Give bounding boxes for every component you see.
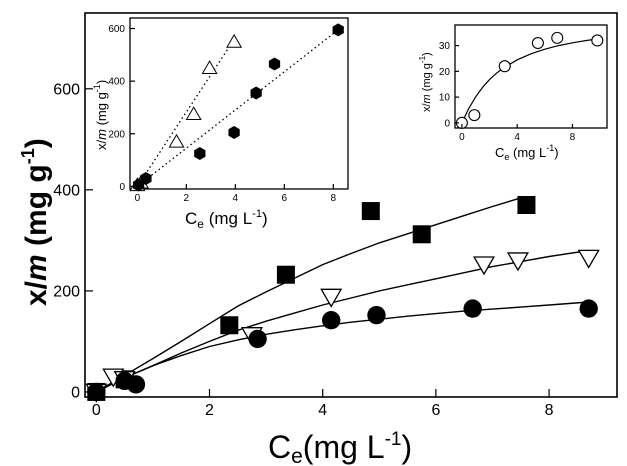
inset-left-y-tick-label: 200 <box>108 129 125 140</box>
main-y-tick-label: 400 <box>53 183 80 200</box>
main-marker-s3-4 <box>248 329 267 349</box>
inset-right-axis-ticks: 0 4 8 0 10 20 30 <box>439 41 576 143</box>
inset-right-marker-s1-6 <box>591 34 604 47</box>
inset-right-frame <box>454 24 608 129</box>
inset-left-y-axis-label: x/m (mg g-1) <box>92 80 109 150</box>
inset-right-x-axis-label: Ce (mg L-1) <box>495 143 559 162</box>
inset-right-data-markers <box>455 31 604 129</box>
main-marker-s1-3 <box>220 316 239 335</box>
main-fit-line-2 <box>95 249 589 393</box>
inset-left-marker-s1-4 <box>185 106 202 121</box>
inset-right-plot: 0 4 8 0 10 20 30 Ce (mg L-1) x/m (mg g-1) <box>418 24 608 162</box>
main-y-tick-label: 0 <box>71 385 80 402</box>
main-marker-s1-7 <box>517 196 536 214</box>
main-x-tick-label: 2 <box>205 402 214 419</box>
inset-left-marker-s2-3 <box>194 146 206 160</box>
inset-left-axis-ticks: 0 2 4 6 8 0 200 400 600 <box>108 24 336 204</box>
main-y-tick-label: 200 <box>53 284 80 301</box>
inset-left-marker-s2-6 <box>268 57 281 71</box>
inset-right-marker-s1-5 <box>551 31 564 44</box>
main-x-tick-label: 4 <box>318 402 327 419</box>
inset-left-fit-lines <box>136 29 339 187</box>
inset-left-marker-s1-3 <box>168 133 185 148</box>
inset-right-x-tick-label: 8 <box>570 132 576 143</box>
inset-right-y-tick-label: 0 <box>444 118 450 129</box>
main-y-tick-label: 600 <box>53 82 80 99</box>
main-x-axis-label: Ce(mg L-1) <box>268 429 412 466</box>
main-x-tick-label: 0 <box>92 402 101 419</box>
inset-right-marker-s1-2 <box>468 109 481 122</box>
main-marker-s3-7 <box>463 299 482 318</box>
inset-right-y-tick-label: 20 <box>439 67 451 78</box>
inset-left-x-tick-label: 0 <box>135 193 141 204</box>
main-marker-s3-8 <box>579 299 598 318</box>
inset-left-marker-s2-2 <box>140 171 152 185</box>
main-marker-s2-7 <box>506 252 529 272</box>
inset-left-marker-s2-4 <box>228 125 240 139</box>
inset-left-x-tick-label: 2 <box>184 193 190 204</box>
main-marker-s1-6 <box>412 225 431 244</box>
inset-left-plot: 0 2 4 6 8 0 200 400 600 Ce (mg L-1) x/m (mg g-1) <box>92 17 349 231</box>
inset-left-fit-line-2 <box>136 29 339 187</box>
main-y-axis-label: x/m (mg g-1) <box>18 138 53 306</box>
main-marker-s2-5 <box>320 288 343 308</box>
main-fit-line-1 <box>95 197 522 393</box>
main-x-tick-label: 6 <box>431 402 440 419</box>
main-plot-frame <box>84 12 618 398</box>
main-marker-s2-8 <box>577 249 600 269</box>
inset-left-y-tick-label: 0 <box>119 182 125 193</box>
inset-right-x-tick-label: 4 <box>514 132 520 143</box>
main-data-markers <box>85 196 600 403</box>
inset-left-marker-s2-7 <box>332 23 344 37</box>
inset-right-y-tick-label: 10 <box>439 93 451 104</box>
inset-left-y-tick-label: 600 <box>108 24 125 35</box>
inset-left-marker-s1-5 <box>201 60 218 75</box>
inset-left-marker-s2-5 <box>250 86 262 100</box>
main-marker-s1-4 <box>276 265 295 284</box>
inset-right-y-axis-label: x/m (mg g-1) <box>418 52 433 112</box>
main-marker-s3-5 <box>322 311 341 330</box>
inset-right-x-tick-label: 0 <box>459 132 465 143</box>
main-marker-s3-6 <box>367 305 386 325</box>
main-x-tick-label: 8 <box>545 402 554 419</box>
main-marker-s2-6 <box>472 256 496 276</box>
inset-right-marker-s1-3 <box>498 60 511 73</box>
inset-left-x-axis-label: Ce (mg L-1) <box>185 208 268 231</box>
inset-left-y-tick-label: 400 <box>108 77 125 88</box>
inset-right-marker-s1-4 <box>531 36 544 50</box>
inset-left-x-tick-label: 6 <box>282 193 288 204</box>
main-marker-s1-5 <box>361 202 380 221</box>
inset-right-y-tick-label: 30 <box>439 41 451 52</box>
inset-left-x-tick-label: 8 <box>331 193 337 204</box>
inset-left-marker-s1-6 <box>226 33 243 48</box>
inset-left-x-tick-label: 4 <box>233 193 239 204</box>
main-marker-s3-3 <box>126 375 146 394</box>
